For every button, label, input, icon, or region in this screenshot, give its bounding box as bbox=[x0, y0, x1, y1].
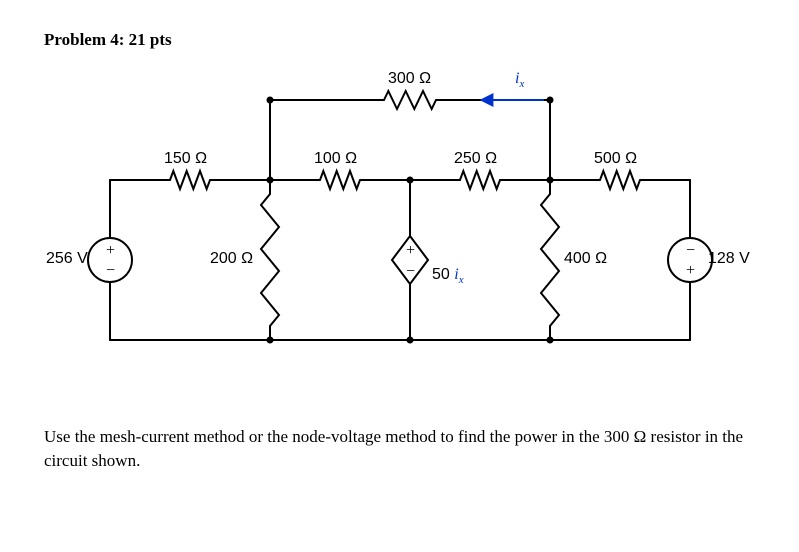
label-r-500: 500 Ω bbox=[594, 150, 637, 168]
label-r-400: 400 Ω bbox=[564, 250, 607, 268]
label-vs-right: 128 V bbox=[708, 250, 750, 268]
label-vs-left-plus: + bbox=[106, 242, 115, 260]
label-vs-right-minus: − bbox=[686, 242, 695, 260]
label-dep-minus: − bbox=[406, 263, 415, 281]
label-vs-right-plus: + bbox=[686, 262, 695, 280]
problem-heading: Problem 4: 21 pts bbox=[44, 30, 172, 50]
label-vs-left-minus: − bbox=[106, 262, 115, 280]
circuit-diagram bbox=[40, 60, 760, 380]
problem-instruction: Use the mesh-current method or the node-… bbox=[44, 425, 756, 473]
label-dep-value: 50 ix bbox=[432, 266, 464, 286]
label-r-150: 150 Ω bbox=[164, 150, 207, 168]
label-vs-left: 256 V bbox=[46, 250, 88, 268]
label-dep-plus: + bbox=[406, 242, 415, 260]
label-ix: ix bbox=[515, 70, 524, 90]
label-r-250: 250 Ω bbox=[454, 150, 497, 168]
label-r-100: 100 Ω bbox=[314, 150, 357, 168]
label-r-300: 300 Ω bbox=[388, 70, 431, 88]
label-r-200: 200 Ω bbox=[210, 250, 253, 268]
